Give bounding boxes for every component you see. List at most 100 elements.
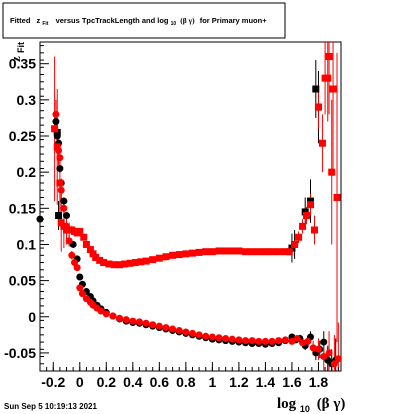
chart-title: Fitted z Fit versus TpcTrackLength and l…	[10, 16, 267, 27]
footer-timestamp: Sun Sep 5 10:19:13 2021	[4, 402, 97, 411]
data-point-circle	[261, 337, 269, 345]
data-point-square	[288, 244, 296, 252]
data-point-circle	[102, 310, 110, 318]
data-point-square	[307, 197, 315, 205]
title-beta-gamma: (β γ)	[180, 16, 195, 25]
x-tick-label: 1.4	[256, 374, 276, 390]
x-tick-label: 0.2	[97, 374, 117, 390]
svg-text:log 10 (β γ): log 10 (β γ)	[277, 396, 345, 414]
axes: -0.2 0 0.2 0.4 0.6 0.8 1 1.2 1.4 1.6 1.8 -0.05 0 0.05…	[4, 45, 339, 390]
data-point-circle	[309, 344, 317, 352]
data-point-circle	[155, 322, 163, 330]
data-point-square	[182, 250, 190, 258]
data-point-square	[328, 168, 336, 176]
data-point-square	[53, 143, 61, 151]
y-tick-label: 0	[28, 309, 36, 325]
data-markers	[36, 52, 342, 368]
title-suffix: for Primary muon+	[200, 16, 268, 25]
data-point-circle	[222, 334, 230, 342]
y-axis-title-main: z	[8, 56, 23, 62]
data-point-square	[82, 240, 90, 248]
data-point-circle	[281, 336, 289, 344]
data-point-circle	[215, 334, 223, 342]
data-point-circle	[63, 212, 71, 220]
y-tick-label: 0.05	[9, 273, 36, 289]
data-point-square	[100, 259, 108, 267]
data-point-circle	[76, 273, 84, 281]
data-point-square	[96, 256, 104, 264]
data-point-square	[60, 222, 68, 230]
title-prefix: Fitted	[10, 16, 31, 25]
data-point-circle	[52, 118, 60, 126]
data-point-circle	[293, 334, 301, 342]
data-point-circle	[76, 284, 84, 292]
data-point-square	[314, 103, 322, 111]
data-point-square	[121, 260, 129, 268]
y-tick-label: 0.3	[17, 92, 37, 108]
data-point-square	[208, 248, 216, 256]
data-point-circle	[320, 338, 328, 346]
y-tick-label: -0.05	[4, 345, 36, 361]
data-point-square	[285, 248, 293, 256]
data-point-square	[56, 179, 64, 187]
data-point-circle	[202, 332, 210, 340]
data-point-circle	[56, 165, 64, 173]
data-point-circle	[129, 317, 137, 325]
data-point-circle	[52, 110, 60, 118]
data-point-circle	[169, 325, 177, 333]
data-point-square	[155, 254, 163, 262]
data-point-circle	[135, 318, 143, 326]
x-axis-title-main: log	[277, 396, 297, 412]
y-tick-label: 0.35	[9, 56, 36, 72]
data-point-circle	[325, 349, 333, 357]
data-point-circle	[242, 337, 250, 345]
data-point-circle	[255, 337, 263, 345]
data-point-circle	[299, 339, 307, 347]
data-point-circle	[182, 328, 190, 336]
data-point-square	[188, 249, 196, 257]
data-point-square	[215, 247, 223, 255]
data-point-square	[324, 74, 332, 82]
data-point-circle	[56, 154, 64, 162]
x-tick-label: -0.2	[41, 374, 65, 390]
y-axis-title-sub: Fit	[16, 42, 26, 53]
data-point-square	[162, 253, 170, 261]
x-tick-label: 1.6	[282, 374, 302, 390]
data-point-circle	[268, 337, 276, 345]
plot-frame	[39, 41, 342, 372]
data-point-circle	[109, 312, 117, 320]
chart-title-box: Fitted z Fit versus TpcTrackLength and l…	[2, 2, 286, 39]
data-point-circle	[228, 335, 236, 343]
data-point-square	[242, 248, 250, 256]
data-point-square	[169, 251, 177, 259]
data-point-square	[325, 52, 333, 60]
data-point-square	[235, 247, 243, 255]
data-point-circle	[68, 251, 76, 259]
svg-text:z Fit: z Fit	[8, 42, 26, 62]
data-point-square	[299, 222, 307, 230]
data-point-circle	[188, 329, 196, 337]
x-tick-label: 1.2	[229, 374, 249, 390]
data-point-circle	[142, 319, 150, 327]
data-point-square	[307, 201, 315, 209]
data-point-circle	[60, 204, 68, 212]
data-point-square	[55, 212, 63, 220]
x-tick-label: 1.8	[309, 374, 329, 390]
data-point-circle	[57, 186, 65, 194]
data-point-square	[303, 212, 311, 220]
data-point-circle	[78, 290, 86, 298]
data-point-square	[149, 256, 157, 264]
data-point-square	[126, 259, 134, 267]
data-point-square	[131, 259, 139, 267]
data-point-circle	[195, 331, 203, 339]
data-point-square	[105, 260, 113, 268]
data-point-square	[275, 248, 283, 256]
data-point-square	[110, 261, 118, 269]
title-log-sub: 10	[171, 21, 177, 27]
data-point-square	[255, 248, 263, 256]
y-tick-label: 0.2	[17, 164, 37, 180]
y-tick-label: 0.15	[9, 200, 36, 216]
data-point-square	[310, 226, 318, 234]
data-point-circle	[288, 337, 296, 345]
